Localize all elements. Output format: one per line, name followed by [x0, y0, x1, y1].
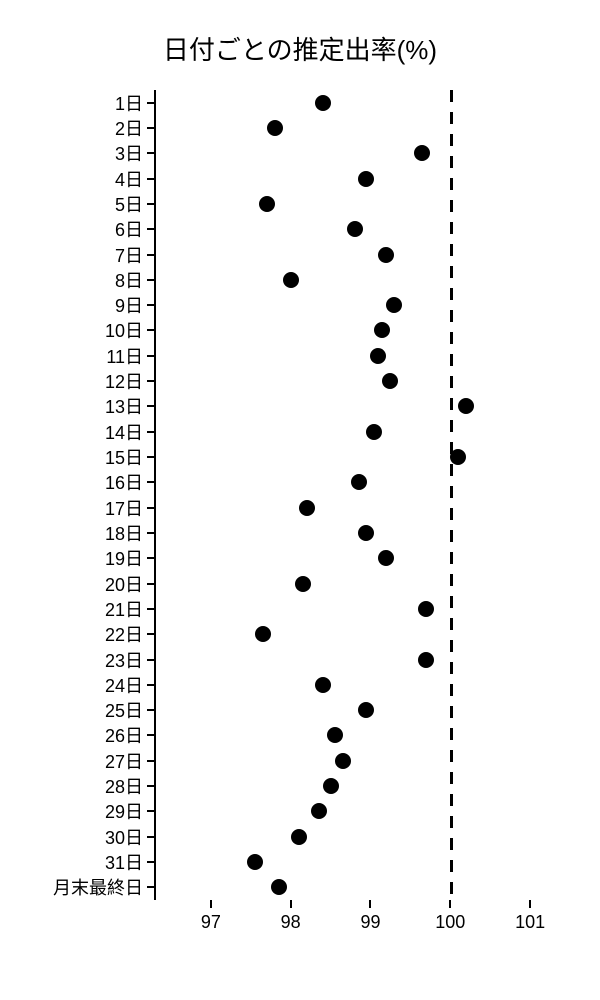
chart-container: 日付ごとの推定出率(%) 1日2日3日4日5日6日7日8日9日10日11日12日…: [0, 0, 600, 1000]
y-tick-label: 30日: [105, 824, 155, 850]
y-tick-label: 18日: [105, 520, 155, 546]
y-tick-label: 16日: [105, 469, 155, 495]
y-tick-label: 11日: [106, 343, 155, 369]
x-tick-label: 97: [201, 900, 221, 933]
data-point: [358, 171, 374, 187]
data-point: [259, 196, 275, 212]
data-point: [378, 247, 394, 263]
x-tick-label: 99: [360, 900, 380, 933]
data-point: [335, 753, 351, 769]
y-tick-label: 22日: [105, 621, 155, 647]
y-tick-label: 13日: [105, 393, 155, 419]
data-point: [347, 221, 363, 237]
x-tick-label: 98: [281, 900, 301, 933]
y-tick-label: 21日: [105, 596, 155, 622]
y-tick-label: 23日: [105, 647, 155, 673]
data-point: [315, 677, 331, 693]
data-point: [418, 652, 434, 668]
y-tick-label: 5日: [115, 191, 155, 217]
data-point: [299, 500, 315, 516]
y-tick-label: 17日: [105, 495, 155, 521]
y-tick-label: 9日: [115, 292, 155, 318]
data-point: [255, 626, 271, 642]
data-point: [458, 398, 474, 414]
data-point: [267, 120, 283, 136]
data-point: [315, 95, 331, 111]
y-tick-label: 2日: [115, 115, 155, 141]
y-tick-label: 7日: [115, 242, 155, 268]
data-point: [358, 702, 374, 718]
y-tick-label: 3日: [115, 140, 155, 166]
chart-title: 日付ごとの推定出率(%): [0, 30, 600, 67]
data-point: [323, 778, 339, 794]
y-tick-label: 28日: [105, 773, 155, 799]
y-tick-label: 26日: [105, 722, 155, 748]
data-point: [327, 727, 343, 743]
y-tick-label: 25日: [105, 697, 155, 723]
data-point: [450, 449, 466, 465]
data-point: [374, 322, 390, 338]
y-tick-label: 31日: [105, 849, 155, 875]
data-point: [414, 145, 430, 161]
y-tick-label: 4日: [115, 166, 155, 192]
data-point: [370, 348, 386, 364]
y-tick-label: 20日: [105, 571, 155, 597]
data-point: [351, 474, 367, 490]
data-point: [283, 272, 299, 288]
reference-line: [450, 90, 453, 900]
y-tick-label: 15日: [105, 444, 155, 470]
x-tick-label: 101: [515, 900, 545, 933]
data-point: [295, 576, 311, 592]
data-point: [271, 879, 287, 895]
y-tick-label: 19日: [105, 545, 155, 571]
y-tick-label: 8日: [115, 267, 155, 293]
data-point: [386, 297, 402, 313]
x-tick-label: 100: [435, 900, 465, 933]
data-point: [382, 373, 398, 389]
y-tick-label: 29日: [105, 798, 155, 824]
y-tick-label: 1日: [115, 90, 155, 116]
y-tick-label: 24日: [105, 672, 155, 698]
data-point: [366, 424, 382, 440]
y-tick-label: 27日: [105, 748, 155, 774]
y-tick-label: 14日: [105, 419, 155, 445]
y-tick-label: 6日: [115, 216, 155, 242]
data-point: [418, 601, 434, 617]
y-tick-label: 月末最終日: [53, 874, 155, 900]
plot-area: 1日2日3日4日5日6日7日8日9日10日11日12日13日14日15日16日1…: [155, 90, 570, 900]
data-point: [247, 854, 263, 870]
y-tick-label: 12日: [105, 368, 155, 394]
data-point: [358, 525, 374, 541]
y-tick-label: 10日: [105, 317, 155, 343]
data-point: [378, 550, 394, 566]
data-point: [291, 829, 307, 845]
data-point: [311, 803, 327, 819]
